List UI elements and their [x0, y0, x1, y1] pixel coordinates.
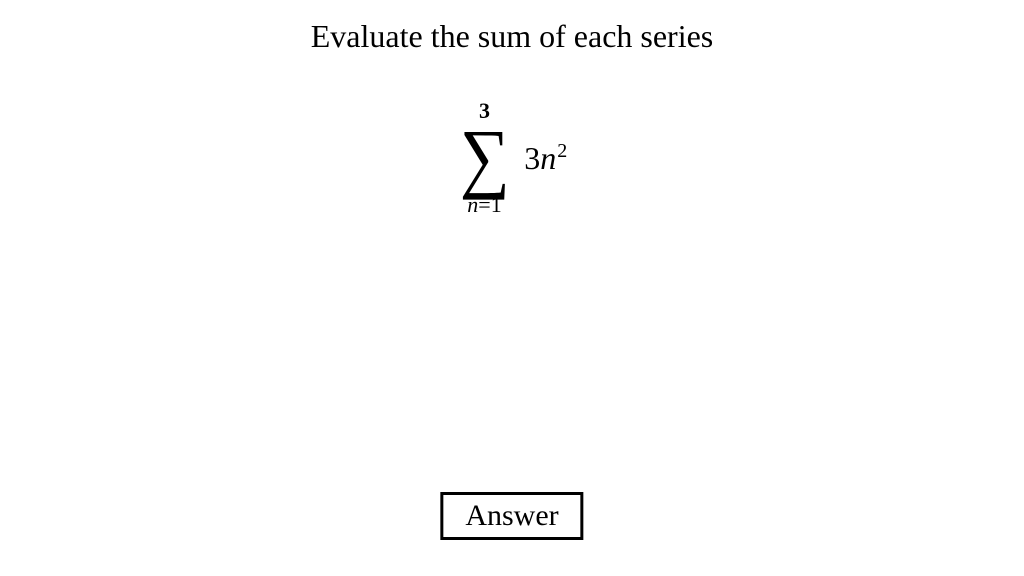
- formula-container: 3 ∑ n=1 3n2: [0, 100, 1024, 216]
- expr-coefficient: 3: [524, 140, 540, 176]
- expr-exponent: 2: [557, 140, 567, 162]
- sigma-notation: 3 ∑ n=1: [457, 100, 513, 216]
- answer-button[interactable]: Answer: [440, 492, 583, 540]
- sigma-symbol: ∑: [459, 124, 509, 190]
- expr-variable: n: [540, 140, 556, 176]
- page-title: Evaluate the sum of each series: [0, 18, 1024, 55]
- summand-expression: 3n2: [524, 140, 567, 177]
